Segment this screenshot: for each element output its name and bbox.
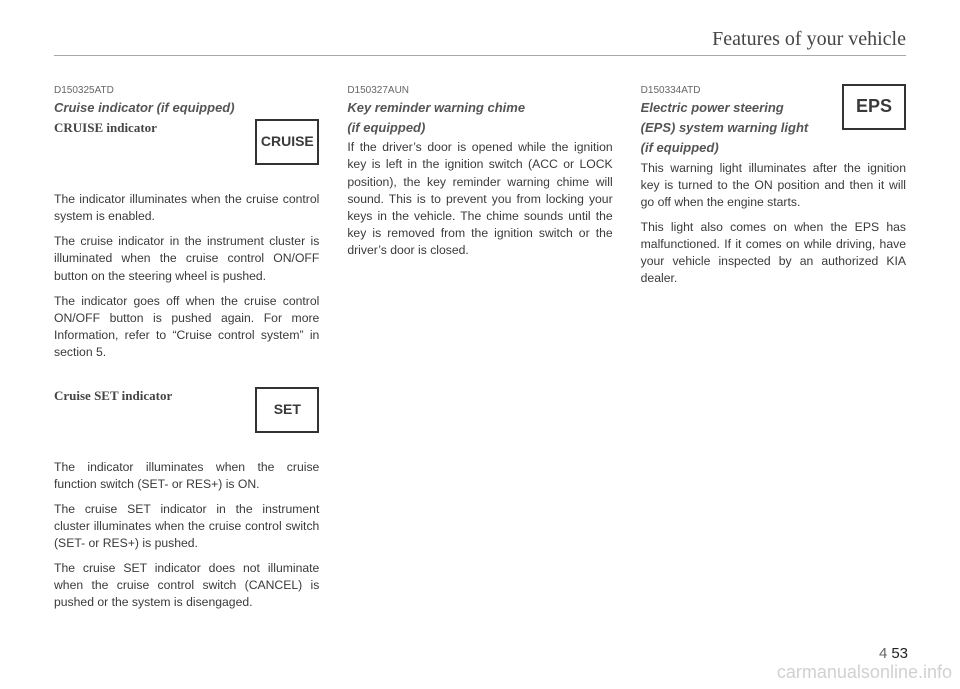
page-footer: 453 <box>879 645 908 663</box>
body-paragraph: The indicator illuminates when the cruis… <box>54 191 319 225</box>
section-subtitle: Key reminder warning chime <box>347 99 612 117</box>
footer-page: 53 <box>891 645 908 662</box>
section-code: D150325ATD <box>54 84 319 98</box>
body-paragraph: The cruise SET indicator in the instrume… <box>54 501 319 552</box>
section-subtitle: Cruise indicator (if equipped) <box>54 99 319 117</box>
footer-chapter: 4 <box>879 645 887 662</box>
content-columns: D150325ATD Cruise indicator (if equipped… <box>54 84 906 620</box>
column-1: D150325ATD Cruise indicator (if equipped… <box>54 84 319 620</box>
body-paragraph: The cruise SET indicator does not illumi… <box>54 560 319 611</box>
cruise-indicator-icon: CRUISE <box>255 119 319 165</box>
body-paragraph: The cruise indicator in the instrument c… <box>54 233 319 284</box>
set-indicator-icon: SET <box>255 387 319 433</box>
section-subtitle: (if equipped) <box>347 119 612 137</box>
column-2: D150327AUN Key reminder warning chime (i… <box>347 84 612 620</box>
body-paragraph: If the driver’s door is opened while the… <box>347 139 612 259</box>
column-3: EPS D150334ATD Electric power steering (… <box>641 84 906 620</box>
section-code: D150327AUN <box>347 84 612 98</box>
chapter-title: Features of your vehicle <box>54 28 906 56</box>
body-paragraph: This warning light illuminates after the… <box>641 160 906 211</box>
body-paragraph: This light also comes on when the EPS ha… <box>641 219 906 287</box>
body-paragraph: The indicator illuminates when the cruis… <box>54 459 319 493</box>
watermark: carmanualsonline.info <box>777 662 952 683</box>
section-subtitle: (if equipped) <box>641 139 906 157</box>
body-paragraph: The indicator goes off when the cruise c… <box>54 293 319 361</box>
eps-indicator-icon: EPS <box>842 84 906 130</box>
